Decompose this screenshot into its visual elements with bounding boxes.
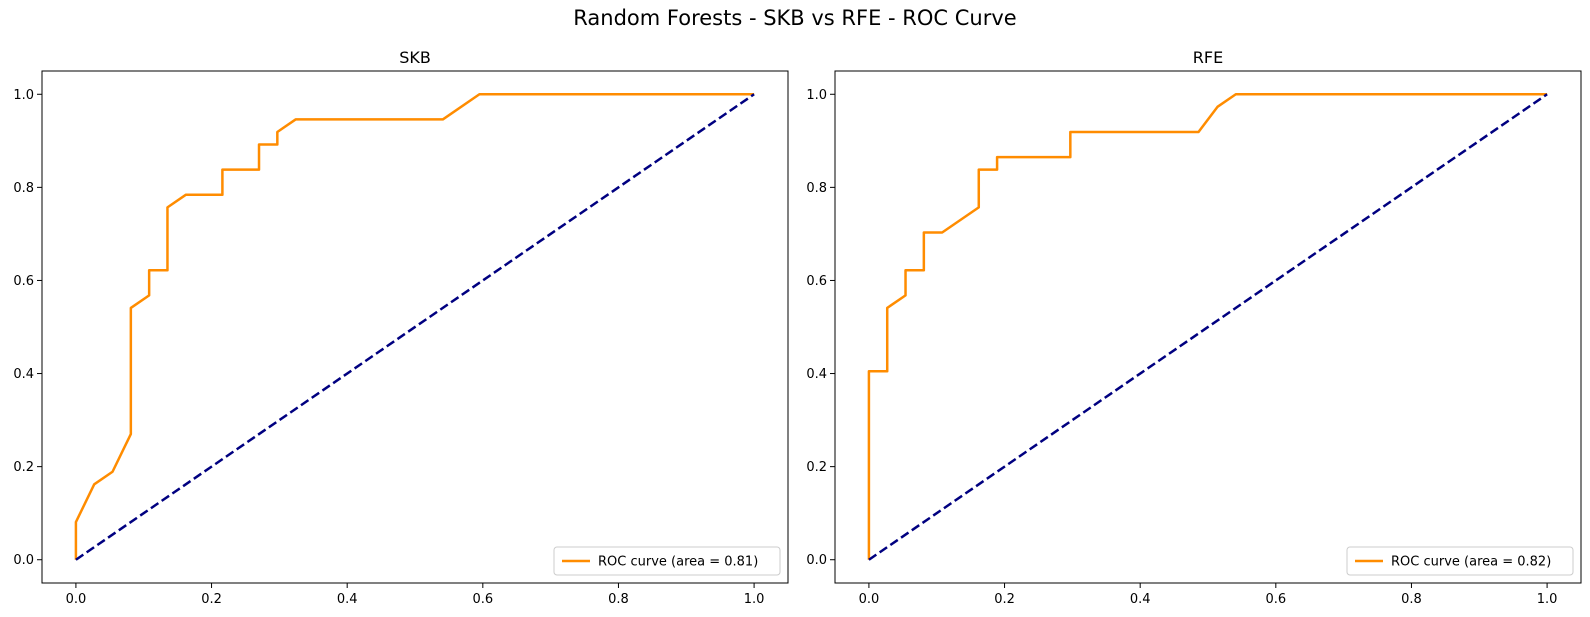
- x-tick-label: 0.2: [201, 592, 222, 607]
- x-tick-label: 1.0: [1537, 592, 1558, 607]
- y-tick-label: 0.4: [806, 367, 827, 382]
- x-tick-label: 0.8: [1401, 592, 1422, 607]
- subplot-rfe: RFE 0.0 0.2 0.4 0.6 0.8 1.0 0.0 0.2 0.4 0.6 0.8 1.0 R…: [806, 48, 1582, 607]
- x-tick-label: 0.6: [1265, 592, 1286, 607]
- roc-curve-line: [74, 93, 755, 560]
- subplot-title: RFE: [1193, 48, 1223, 67]
- roc-curve-line: [867, 93, 1548, 560]
- y-tick-label: 0.4: [13, 367, 34, 382]
- chance-diagonal-line: [75, 93, 755, 561]
- legend-box: [553, 546, 781, 576]
- x-tick-label: 0.2: [994, 592, 1015, 607]
- axes-frame: [834, 70, 1582, 584]
- figure-title: Random Forests - SKB vs RFE - ROC Curve: [573, 6, 1017, 30]
- y-tick-label: 0.8: [13, 181, 34, 196]
- legend: ROC curve (area = 0.81): [553, 546, 781, 576]
- x-tick-label: 0.4: [1130, 592, 1151, 607]
- y-tick-label: 0.6: [13, 274, 34, 289]
- y-tick-label: 1.0: [13, 88, 34, 103]
- axes-frame: [41, 70, 789, 584]
- x-tick-label: 0.0: [66, 592, 87, 607]
- chance-diagonal-line: [868, 93, 1548, 561]
- y-tick-label: 0.2: [806, 460, 827, 475]
- y-tick-label: 0.6: [806, 274, 827, 289]
- y-tick-label: 0.8: [806, 181, 827, 196]
- subplot-title: SKB: [399, 48, 431, 67]
- y-tick-label: 1.0: [806, 88, 827, 103]
- y-tick-label: 0.0: [13, 553, 34, 568]
- x-tick-label: 0.4: [337, 592, 358, 607]
- y-tick-label: 0.2: [13, 460, 34, 475]
- legend-label: ROC curve (area = 0.82): [1391, 555, 1551, 570]
- legend-box: [1346, 546, 1574, 576]
- legend-label: ROC curve (area = 0.81): [598, 555, 758, 570]
- legend: ROC curve (area = 0.82): [1346, 546, 1574, 576]
- x-tick-label: 1.0: [744, 592, 765, 607]
- y-tick-label: 0.0: [806, 553, 827, 568]
- subplot-skb: SKB 0.0 0.2 0.4 0.6 0.8 1.0 0.0 0.2 0.4 0.6 0.8 1.0 R…: [13, 48, 789, 607]
- x-tick-label: 0.6: [472, 592, 493, 607]
- x-tick-label: 0.8: [608, 592, 629, 607]
- x-tick-label: 0.0: [859, 592, 880, 607]
